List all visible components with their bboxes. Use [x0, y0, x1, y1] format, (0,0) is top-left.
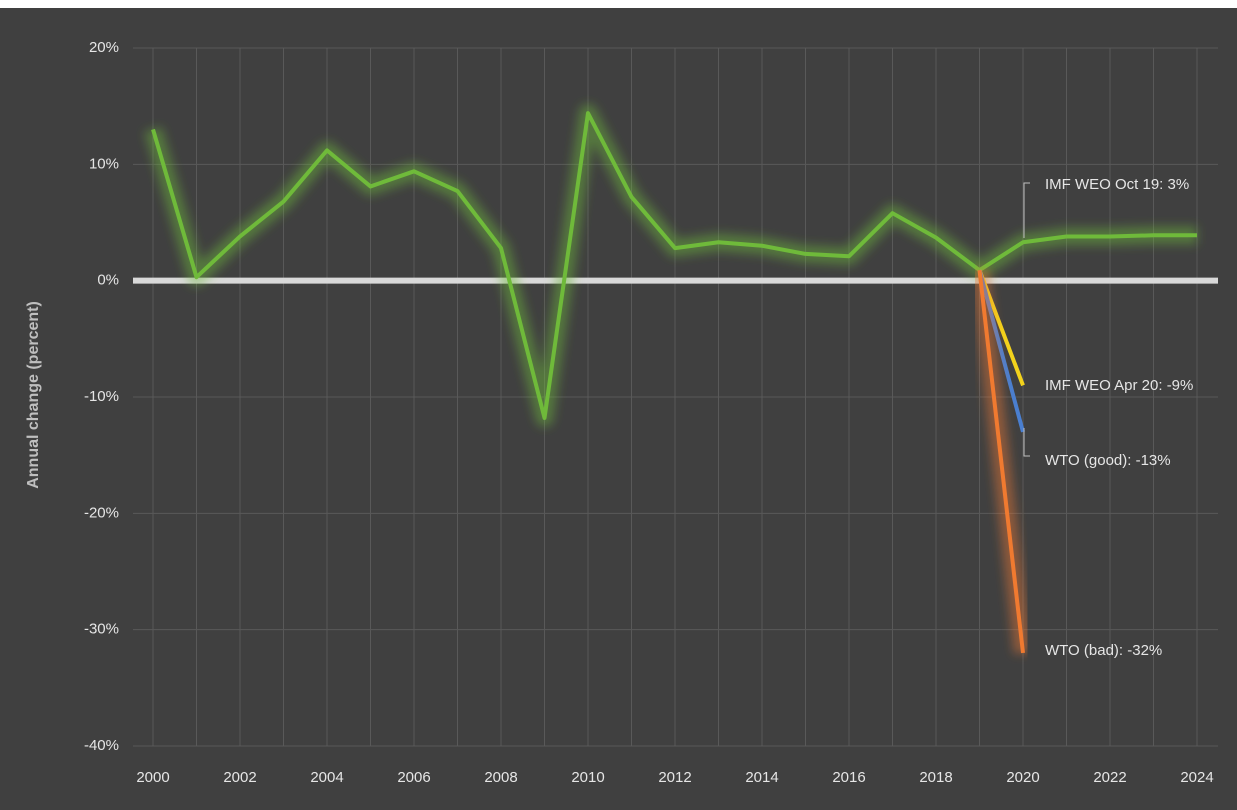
x-tick-label: 2018 — [919, 769, 952, 786]
series-line — [151, 111, 1197, 420]
y-tick-label: -10% — [84, 388, 119, 405]
leader-line — [1023, 182, 1030, 238]
series-label: WTO (good): -13% — [1045, 452, 1171, 469]
x-tick-label: 2014 — [745, 769, 778, 786]
x-tick-label: 2020 — [1006, 769, 1039, 786]
x-tick-label: 2016 — [832, 769, 865, 786]
x-tick-label: 2010 — [571, 769, 604, 786]
y-tick-label: -40% — [84, 737, 119, 754]
y-tick-label: 20% — [89, 39, 119, 56]
x-tick-label: 2006 — [397, 769, 430, 786]
x-tick-label: 2004 — [310, 769, 343, 786]
leader-line — [1023, 428, 1030, 457]
y-tick-label: 10% — [89, 155, 119, 172]
x-tick-label: 2022 — [1093, 769, 1126, 786]
y-tick-label: -20% — [84, 504, 119, 521]
x-tick-label: 2024 — [1180, 769, 1213, 786]
x-tick-label: 2000 — [136, 769, 169, 786]
series-label: IMF WEO Apr 20: -9% — [1045, 377, 1193, 394]
y-tick-label: 0% — [97, 272, 119, 289]
series-label: WTO (bad): -32% — [1045, 642, 1162, 659]
y-tick-label: -30% — [84, 621, 119, 638]
x-tick-label: 2002 — [223, 769, 256, 786]
series-line — [977, 269, 1025, 654]
series-label: IMF WEO Oct 19: 3% — [1045, 176, 1189, 193]
x-tick-label: 2012 — [658, 769, 691, 786]
y-axis-title: Annual change (percent) — [25, 301, 42, 489]
chart-background — [0, 8, 1237, 810]
x-tick-label: 2008 — [484, 769, 517, 786]
